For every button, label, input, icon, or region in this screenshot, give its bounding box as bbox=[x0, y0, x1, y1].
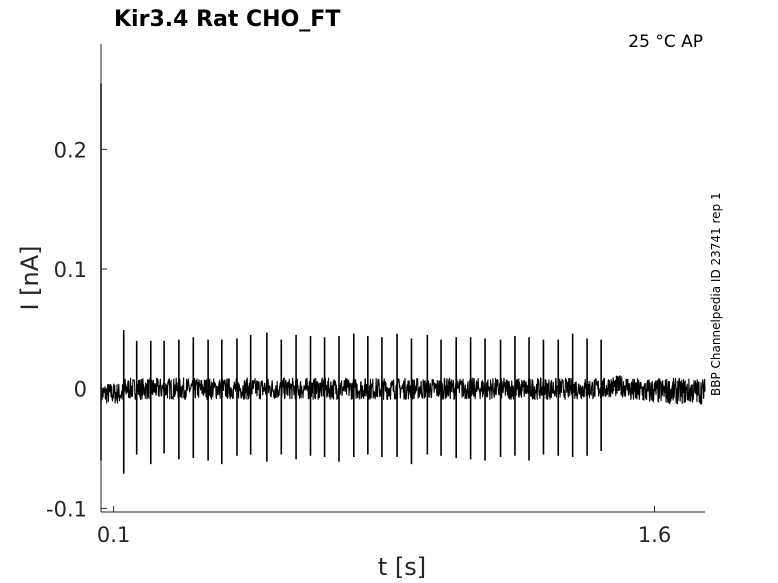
current-trace bbox=[100, 375, 706, 405]
recording-condition: 25 °C AP bbox=[628, 32, 703, 52]
y-tick-label: 0.1 bbox=[54, 258, 87, 282]
x-ticks: 0.1 1.6 bbox=[97, 506, 671, 547]
x-tick-label: 1.6 bbox=[638, 523, 671, 547]
y-axis-label: I [nA] bbox=[16, 245, 44, 310]
plot-area bbox=[100, 83, 706, 474]
x-axis-label: t [s] bbox=[378, 553, 426, 581]
y-tick-label: 0.2 bbox=[54, 138, 87, 162]
spike-group bbox=[100, 83, 602, 474]
y-tick-label: -0.1 bbox=[46, 497, 87, 521]
side-label: BBP Channelpedia ID 23741 rep 1 bbox=[709, 192, 723, 396]
x-tick-label: 0.1 bbox=[97, 523, 130, 547]
y-tick-label: 0 bbox=[74, 378, 87, 402]
chart-title: Kir3.4 Rat CHO_FT bbox=[114, 7, 340, 32]
y-ticks: -0.1 0 0.1 0.2 bbox=[46, 138, 107, 521]
